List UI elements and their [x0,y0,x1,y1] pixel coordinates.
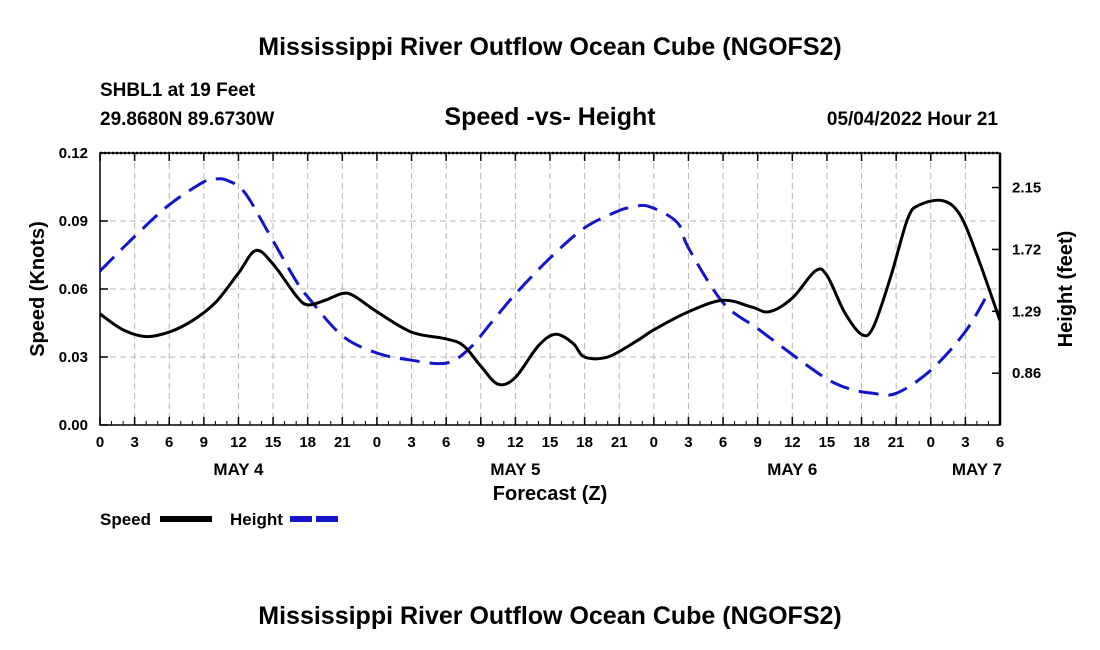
x-tick-label: 6 [719,434,727,451]
x-tick-label: 15 [542,434,559,451]
tick-marks [99,152,1001,426]
right-y-axis-title: Height (feet) [1055,231,1077,348]
left-y-tick-label: 0.12 [59,145,88,162]
left-y-axis-title: Speed (Knots) [27,221,49,357]
left-y-tick-label: 0.03 [59,349,88,366]
x-tick-label: 18 [299,434,316,451]
x-tick-label: 3 [684,434,692,451]
x-tick-label: 3 [130,434,138,451]
speed-series-line [99,198,1002,387]
date-label: MAY 4 [213,460,264,479]
left-y-tick-label: 0.09 [59,213,88,230]
x-tick-label: 0 [373,434,381,451]
x-tick-labels: 0 3 6 9 12 15 18 21 0 3 6 9 12 15 18 21 0 3 6 9 12 15 18 21 0 3 6 [96,434,1004,451]
x-tick-label: 0 [96,434,104,451]
date-label: MAY 5 [490,460,540,479]
height-series-line [98,177,990,397]
x-tick-label: 15 [819,434,836,451]
x-tick-label: 12 [507,434,524,451]
x-tick-label: 18 [853,434,870,451]
legend-height-label: Height [230,510,283,529]
x-tick-label: 0 [927,434,935,451]
station-label: SHBL1 at 19 Feet [100,80,256,101]
left-y-tick-label: 0.06 [59,281,88,298]
x-tick-label: 0 [650,434,658,451]
x-tick-label: 6 [165,434,173,451]
date-label: MAY 7 [952,460,1002,479]
x-tick-label: 15 [265,434,282,451]
x-tick-label: 3 [961,434,969,451]
x-tick-label: 9 [754,434,762,451]
date-labels: MAY 4 MAY 5 MAY 6 MAY 7 [213,460,1002,479]
legend: Speed Height [100,510,342,529]
x-tick-label: 9 [200,434,208,451]
x-tick-label: 12 [784,434,801,451]
legend-speed-label: Speed [100,510,151,529]
right-y-tick-label: 1.29 [1012,303,1041,320]
coordinates-label: 29.8680N 89.6730W [100,109,274,130]
forecast-timestamp: 05/04/2022 Hour 21 [827,109,999,130]
date-label: MAY 6 [767,460,817,479]
x-tick-label: 21 [611,434,628,451]
left-y-tick-label: 0.00 [59,417,88,434]
x-tick-label: 21 [334,434,351,451]
next-chart-title: Mississippi River Outflow Ocean Cube (NG… [258,602,841,630]
grid-lines [100,153,1000,425]
chart-main-title: Mississippi River Outflow Ocean Cube (NG… [258,33,841,61]
right-y-tick-label: 1.72 [1012,241,1041,258]
x-tick-label: 21 [888,434,905,451]
right-y-tick-label: 0.86 [1012,365,1041,382]
x-tick-label: 3 [407,434,415,451]
left-y-tick-labels: 0.00 0.03 0.06 0.09 0.12 [59,145,88,434]
x-tick-label: 9 [477,434,485,451]
right-y-tick-labels: 0.86 1.29 1.72 2.15 [1012,180,1041,383]
x-tick-label: 12 [230,434,247,451]
x-tick-label: 18 [576,434,593,451]
chart-subtitle: Speed -vs- Height [444,103,656,131]
x-tick-label: 6 [442,434,450,451]
x-axis-title: Forecast (Z) [493,483,607,505]
x-tick-label: 6 [996,434,1004,451]
right-y-tick-label: 2.15 [1012,180,1041,197]
